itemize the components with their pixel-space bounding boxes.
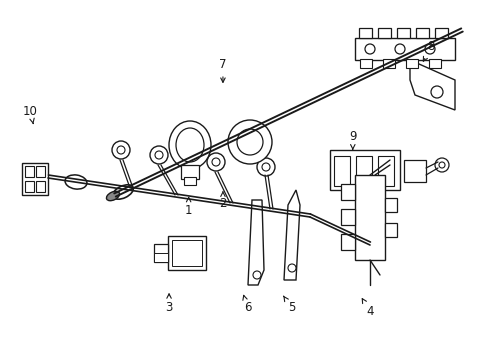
Text: 1: 1 bbox=[185, 197, 193, 217]
Bar bbox=[36, 166, 45, 177]
Bar bbox=[435, 28, 448, 38]
Bar bbox=[406, 59, 418, 68]
Bar bbox=[378, 156, 394, 186]
Circle shape bbox=[288, 264, 296, 272]
Bar bbox=[22, 163, 48, 195]
Bar bbox=[383, 59, 395, 68]
Bar bbox=[330, 150, 400, 190]
Bar bbox=[154, 253, 168, 262]
Bar bbox=[360, 59, 372, 68]
Bar bbox=[341, 184, 355, 200]
Circle shape bbox=[155, 151, 163, 159]
Ellipse shape bbox=[65, 175, 87, 189]
Bar bbox=[355, 38, 455, 60]
Circle shape bbox=[228, 120, 272, 164]
Circle shape bbox=[212, 158, 220, 166]
Bar bbox=[184, 177, 196, 185]
Circle shape bbox=[237, 129, 263, 155]
Text: 10: 10 bbox=[23, 105, 38, 124]
Text: 9: 9 bbox=[349, 130, 357, 149]
Bar bbox=[359, 28, 372, 38]
Circle shape bbox=[262, 163, 270, 171]
Bar bbox=[334, 156, 350, 186]
Bar bbox=[154, 244, 168, 262]
Text: 3: 3 bbox=[165, 294, 173, 314]
Circle shape bbox=[365, 44, 375, 54]
Text: 8: 8 bbox=[423, 40, 435, 61]
Bar bbox=[25, 166, 34, 177]
Bar bbox=[378, 28, 391, 38]
Polygon shape bbox=[248, 200, 264, 285]
Ellipse shape bbox=[169, 121, 211, 169]
Circle shape bbox=[117, 146, 125, 154]
Circle shape bbox=[431, 86, 443, 98]
Bar bbox=[172, 240, 202, 266]
Polygon shape bbox=[284, 190, 300, 280]
Circle shape bbox=[207, 153, 225, 171]
Ellipse shape bbox=[113, 185, 133, 199]
Bar bbox=[36, 181, 45, 192]
Bar bbox=[168, 236, 206, 270]
Bar bbox=[397, 28, 410, 38]
Text: 5: 5 bbox=[284, 296, 295, 314]
Ellipse shape bbox=[106, 191, 120, 201]
Circle shape bbox=[395, 44, 405, 54]
Polygon shape bbox=[410, 60, 455, 110]
Circle shape bbox=[439, 162, 445, 168]
Circle shape bbox=[257, 158, 275, 176]
Bar bbox=[355, 175, 385, 260]
Circle shape bbox=[425, 44, 435, 54]
Circle shape bbox=[150, 146, 168, 164]
Circle shape bbox=[112, 141, 130, 159]
Text: 6: 6 bbox=[243, 295, 251, 314]
Ellipse shape bbox=[176, 128, 204, 162]
Text: 2: 2 bbox=[219, 191, 227, 210]
Bar bbox=[416, 28, 429, 38]
Bar bbox=[341, 234, 355, 250]
Bar bbox=[341, 209, 355, 225]
Bar bbox=[404, 160, 426, 182]
Text: 7: 7 bbox=[219, 58, 227, 82]
Text: 4: 4 bbox=[362, 299, 374, 318]
Bar bbox=[356, 156, 372, 186]
Circle shape bbox=[435, 158, 449, 172]
Bar bbox=[25, 181, 34, 192]
Circle shape bbox=[253, 271, 261, 279]
Bar bbox=[181, 165, 199, 179]
Bar bbox=[385, 223, 397, 237]
Bar bbox=[429, 59, 441, 68]
Bar bbox=[385, 198, 397, 212]
